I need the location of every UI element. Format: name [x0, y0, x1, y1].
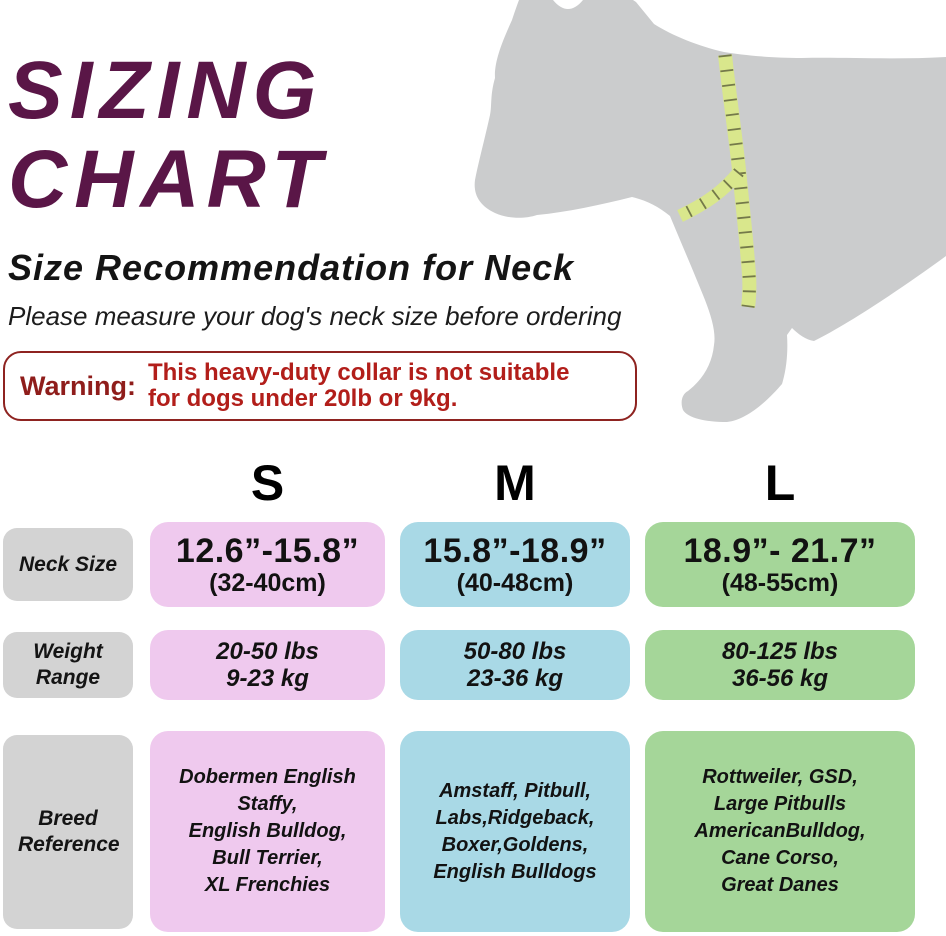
- breed-cell-l: Rottweiler, GSD, Large Pitbulls American…: [645, 731, 915, 932]
- row-header-breed-reference-label: Breed Reference: [18, 807, 120, 856]
- warning-message: This heavy-duty collar is not suitable f…: [147, 359, 570, 412]
- neck-size-cell-s: 12.6”-15.8” (32-40cm): [150, 522, 385, 607]
- row-header-breed-reference: Breed Reference: [3, 735, 133, 929]
- page-title: SIZING CHART: [8, 46, 328, 224]
- warning-box: Warning: This heavy-duty collar is not s…: [3, 351, 637, 421]
- size-header-l: L: [645, 455, 915, 511]
- weight-kg-m: 23-36 kg: [466, 665, 564, 692]
- size-letter-l: L: [764, 455, 796, 511]
- neck-size-cell-m: 15.8”-18.9” (40-48cm): [400, 522, 630, 607]
- breed-cell-s: Dobermen English Staffy, English Bulldog…: [150, 731, 385, 932]
- breed-list-s: Dobermen English Staffy, English Bulldog…: [179, 766, 356, 896]
- size-header-s: S: [150, 455, 385, 511]
- weight-kg-s: 9-23 kg: [226, 665, 309, 692]
- size-letter-s: S: [250, 455, 285, 511]
- subtitle: Size Recommendation for Neck: [8, 247, 575, 288]
- neck-size-cell-l: 18.9”- 21.7” (48-55cm): [645, 522, 915, 607]
- measuring-tape-branch: [677, 167, 745, 222]
- dog-illustration: [474, 0, 946, 422]
- weight-lbs-s: 20-50 lbs: [216, 638, 319, 665]
- measure-note: Please measure your dog's neck size befo…: [8, 301, 622, 331]
- row-header-weight-range: Weight Range: [3, 632, 133, 698]
- weight-lbs-m: 50-80 lbs: [463, 638, 567, 665]
- dog-silhouette: [474, 0, 946, 422]
- neck-size-cm-l: (48-55cm): [721, 569, 839, 597]
- size-header-m: M: [400, 455, 630, 511]
- page-title-line1: SIZING: [8, 45, 324, 136]
- measuring-tape: [718, 54, 757, 308]
- row-header-neck-size: Neck Size: [3, 528, 133, 601]
- size-letter-m: M: [494, 455, 536, 511]
- warning-label: Warning:: [20, 370, 136, 401]
- weight-cell-l: 80-125 lbs 36-56 kg: [645, 630, 915, 700]
- breed-cell-m: Amstaff, Pitbull, Labs,Ridgeback, Boxer,…: [400, 731, 630, 932]
- weight-lbs-l: 80-125 lbs: [721, 638, 839, 665]
- breed-list-l: Rottweiler, GSD, Large Pitbulls American…: [694, 766, 866, 896]
- row-header-weight-range-label: Weight Range: [33, 640, 103, 689]
- weight-cell-m: 50-80 lbs 23-36 kg: [400, 630, 630, 700]
- weight-kg-l: 36-56 kg: [731, 665, 829, 692]
- neck-size-cm-s: (32-40cm): [209, 569, 326, 597]
- neck-size-inches-s: 12.6”-15.8”: [175, 532, 360, 570]
- neck-size-cm-m: (40-48cm): [456, 569, 574, 597]
- neck-size-inches-l: 18.9”- 21.7”: [683, 532, 877, 570]
- page-title-line2: CHART: [8, 134, 329, 225]
- breed-list-m: Amstaff, Pitbull, Labs,Ridgeback, Boxer,…: [433, 779, 597, 883]
- row-header-neck-size-label: Neck Size: [18, 552, 118, 576]
- neck-size-inches-m: 15.8”-18.9”: [423, 532, 607, 570]
- weight-cell-s: 20-50 lbs 9-23 kg: [150, 630, 385, 700]
